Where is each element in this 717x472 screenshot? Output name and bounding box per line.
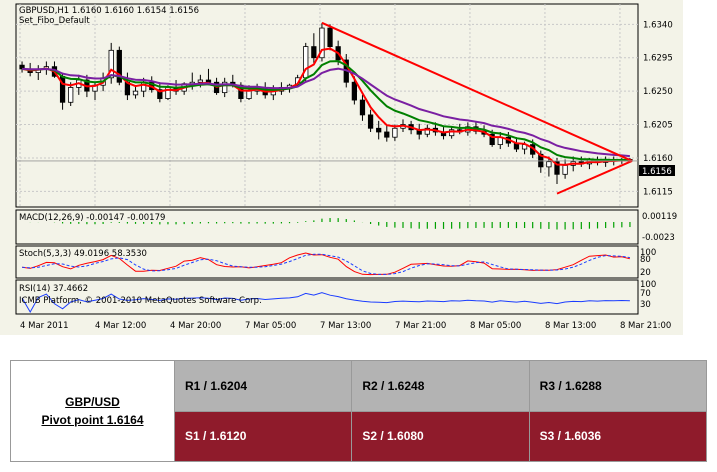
candle-body — [246, 90, 252, 99]
candle-body — [311, 46, 317, 59]
stoch-main-line — [22, 252, 631, 276]
time-tick-label: 8 Mar 13:00 — [545, 321, 596, 331]
s2-cell: S2 / 1.6080 — [351, 410, 530, 462]
time-tick-label: 7 Mar 05:00 — [245, 321, 296, 331]
stoch-tick-20: 20 — [640, 268, 651, 278]
macd-tick-top: 0.00119 — [642, 212, 677, 222]
price-tick-label: 1.6205 — [643, 121, 673, 131]
ma-mid-line — [22, 60, 630, 162]
candle-body — [562, 164, 568, 175]
candle-body — [132, 90, 139, 96]
time-tick-label: 8 Mar 05:00 — [470, 321, 521, 331]
pair-cell: GBP/USD Pivot point 1.6164 — [10, 360, 175, 462]
candle-body — [367, 114, 374, 129]
price-chart: 1.6340 1.6295 1.6250 1.6205 1.6160 1.6115 4 M… — [15, 3, 677, 331]
candle-body — [327, 27, 333, 48]
chart-area: 1.6340 1.6295 1.6250 1.6205 1.6160 1.6115 4 M… — [0, 0, 683, 335]
upper-trendline — [321, 21, 633, 162]
candle-body — [376, 127, 382, 133]
candle-body — [351, 81, 357, 101]
s1-cell: S1 / 1.6120 — [173, 410, 353, 462]
pivot-label: Pivot point 1.6164 — [41, 413, 144, 427]
price-tick-label: 1.6295 — [643, 54, 673, 64]
candle-body — [449, 129, 455, 137]
candle-body — [197, 79, 203, 83]
r1-cell: R1 / 1.6204 — [173, 360, 353, 412]
candle-body — [68, 87, 74, 103]
s3-cell: S3 / 1.6036 — [528, 410, 708, 462]
candle-body — [384, 131, 390, 138]
candle-body — [424, 127, 430, 135]
stoch-panel — [15, 245, 639, 279]
current-price-label: 1.6156 — [642, 167, 672, 177]
candle-body — [19, 64, 25, 70]
candle-body — [359, 99, 366, 116]
rsi-line — [21, 292, 630, 314]
rsi-tick-70: 70 — [640, 289, 651, 299]
time-tick-label: 7 Mar 21:00 — [395, 321, 446, 331]
time-tick-label: 7 Mar 13:00 — [320, 321, 371, 331]
rsi-label: RSI(14) 37.4662 — [19, 284, 88, 294]
time-tick-label: 4 Mar 2011 — [20, 321, 68, 331]
macd-histogram — [29, 218, 631, 230]
current-price-box — [639, 165, 675, 176]
time-axis: 4 Mar 2011 4 Mar 12:00 4 Mar 20:00 7 Mar 05… — [20, 321, 671, 331]
macd-label: MACD(12,26,9) -0.00147 -0.00179 — [19, 213, 165, 223]
candle-body — [489, 133, 495, 146]
time-tick-label: 8 Mar 21:00 — [620, 321, 671, 331]
stoch-tick-100: 100 — [640, 248, 656, 258]
pair-label: GBP/USD — [65, 395, 120, 409]
candle-body — [546, 161, 552, 168]
stoch-lines — [22, 252, 631, 276]
stoch-tick-80: 80 — [640, 255, 651, 265]
price-tick-label: 1.6250 — [643, 87, 673, 97]
candle-body — [222, 81, 228, 94]
candle-body — [116, 49, 122, 83]
macd-panel — [15, 209, 639, 245]
rsi-panel — [15, 279, 639, 315]
price-tick-label: 1.6340 — [643, 20, 673, 30]
candle-body — [392, 127, 398, 138]
moving-averages — [21, 47, 630, 166]
trendlines — [16, 21, 638, 195]
time-tick-label: 4 Mar 12:00 — [95, 321, 146, 331]
indicator-label: Set_Fibo_Default — [19, 16, 90, 26]
price-tick-label: 1.6160 — [643, 154, 673, 164]
symbol-label: GBPUSD,H1 1.6160 1.6160 1.6154 1.6156 — [19, 6, 199, 16]
ma-slow-line — [22, 67, 630, 158]
rsi-tick-30: 30 — [640, 300, 651, 310]
r3-cell: R3 / 1.6288 — [528, 360, 708, 412]
rsi-tick-100: 100 — [640, 280, 656, 290]
macd-tick-bottom: -0.0023 — [642, 233, 675, 243]
price-axis: 1.6340 1.6295 1.6250 1.6205 1.6160 1.6115 — [643, 20, 673, 197]
rsi-line — [21, 292, 630, 314]
main-panel — [15, 3, 639, 208]
candle-body — [554, 161, 560, 175]
lower-trendline — [556, 160, 633, 195]
candle-body — [157, 89, 163, 99]
candle-body — [319, 27, 325, 59]
stoch-label: Stoch(5,3,3) 49.0196 58.3530 — [19, 249, 147, 259]
r2-cell: R2 / 1.6248 — [351, 360, 530, 412]
time-tick-label: 4 Mar 20:00 — [170, 321, 221, 331]
price-tick-label: 1.6115 — [643, 187, 673, 197]
copyright-label: ICMB Platform, © 2001-2010 MetaQuotes So… — [19, 296, 262, 306]
candle-body — [108, 49, 114, 79]
pivot-table: GBP/USD Pivot point 1.6164 R1 / 1.6204 R… — [10, 360, 708, 462]
